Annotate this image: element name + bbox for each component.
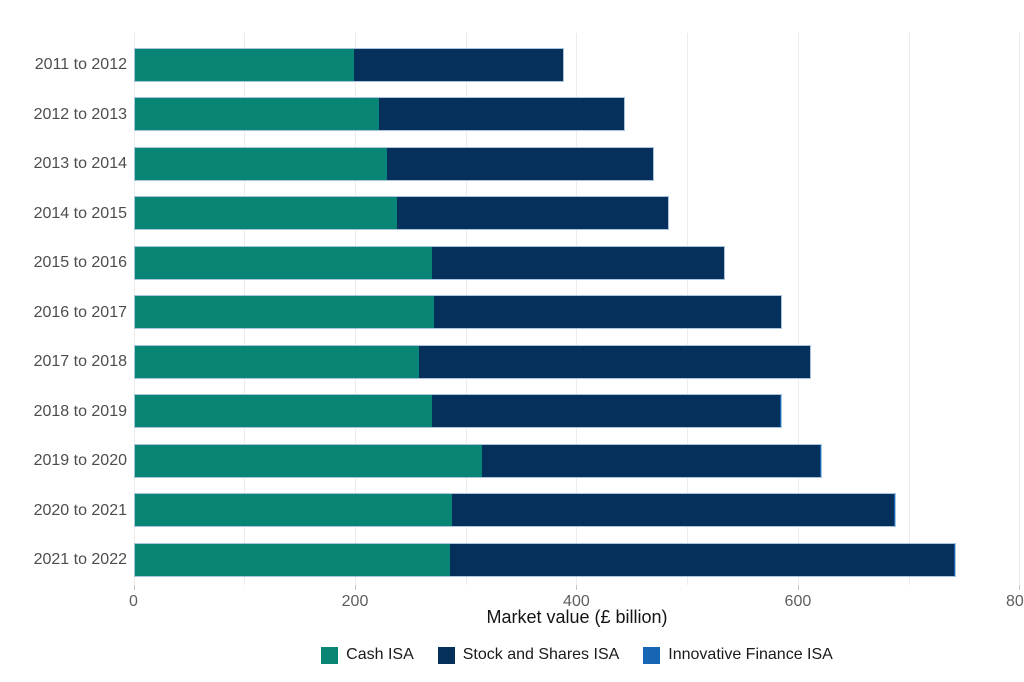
bar-segment-stock-and-shares-isa	[450, 543, 954, 576]
bar-segment-cash-isa	[134, 395, 433, 427]
bar-row-2011-to-2012	[133, 47, 564, 82]
y-axis-category-label: 2014 to 2015	[33, 204, 127, 222]
x-axis-tick-label: 400	[563, 593, 590, 610]
bar-segment-cash-isa	[134, 543, 451, 576]
bar-row-2017-to-2018	[133, 344, 812, 379]
y-axis-category-label: 2017 to 2018	[33, 353, 127, 370]
legend-swatch-icon	[643, 646, 661, 664]
bar-segment-stock-and-shares-isa	[396, 197, 669, 229]
legend-swatch-icon	[437, 646, 455, 664]
bar-segment-stock-and-shares-isa	[432, 246, 724, 279]
bar-segment-cash-isa	[134, 345, 420, 378]
bar-row-2020-to-2021	[133, 493, 897, 527]
y-axis-category-label: 2020 to 2021	[33, 501, 127, 519]
bar-segment-stock-and-shares-isa	[432, 395, 780, 427]
x-axis-tick	[133, 585, 135, 590]
gridline-x-600	[797, 33, 799, 585]
legend-item-cash-isa: Cash ISA	[321, 646, 414, 664]
bar-segment-cash-isa	[134, 98, 380, 130]
bar-segment-cash-isa	[134, 246, 433, 279]
x-axis-title: Market value (£ billion)	[486, 607, 668, 627]
bar-row-2013-to-2014	[133, 146, 654, 181]
bar-segment-cash-isa	[134, 296, 434, 328]
y-axis-category-label: 2018 to 2019	[33, 402, 127, 420]
legend-label: Stock and Shares ISA	[462, 646, 620, 663]
legend-label: Cash ISA	[346, 646, 414, 663]
y-axis-category-label: 2013 to 2014	[33, 155, 127, 172]
x-axis-tick	[355, 585, 356, 590]
gridline-x-700	[908, 33, 910, 585]
bar-row-2014-to-2015	[133, 196, 670, 230]
bar-segment-cash-isa	[134, 494, 453, 526]
x-axis-tick-label: 800	[1005, 593, 1024, 610]
bar-segment-cash-isa	[134, 48, 354, 81]
bar-row-2019-to-2020	[133, 443, 822, 478]
bar-row-2015-to-2016	[133, 245, 725, 280]
legend-swatch-icon	[321, 646, 339, 664]
bar-segment-stock-and-shares-isa	[353, 48, 563, 81]
bar-segment-cash-isa	[134, 444, 483, 477]
bar-segment-cash-isa	[134, 197, 397, 229]
bar-row-2021-to-2022	[133, 542, 957, 577]
gridline-x-800	[1019, 33, 1021, 585]
bar-segment-innovative-finance-isa	[819, 444, 821, 477]
bar-segment-stock-and-shares-isa	[482, 444, 820, 477]
x-axis-tick-label: 0	[129, 593, 138, 610]
bar-segment-stock-and-shares-isa	[379, 98, 624, 130]
bar-segment-innovative-finance-isa	[780, 395, 781, 427]
y-axis-category-label: 2011 to 2012	[34, 56, 127, 73]
legend-item-innovative-finance-isa: Innovative Finance ISA	[643, 646, 833, 664]
bar-row-2016-to-2017	[133, 295, 783, 329]
bar-segment-cash-isa	[134, 147, 387, 180]
x-axis-tick	[576, 585, 578, 590]
bar-segment-stock-and-shares-isa	[433, 296, 782, 328]
y-axis-category-label: 2021 to 2022	[33, 551, 127, 568]
bar-segment-stock-and-shares-isa	[386, 147, 653, 180]
y-axis-category-label: 2015 to 2016	[33, 254, 127, 271]
bar-row-2018-to-2019	[133, 394, 782, 428]
legend-item-stock-and-shares-isa: Stock and Shares ISA	[437, 646, 620, 664]
y-axis-category-label: 2016 to 2017	[33, 303, 127, 321]
y-axis-category-label: 2019 to 2020	[33, 452, 127, 469]
bar-segment-stock-and-shares-isa	[452, 494, 895, 526]
x-axis-tick-label: 200	[341, 593, 369, 610]
legend-label: Innovative Finance ISA	[668, 646, 833, 663]
y-axis-category-label: 2012 to 2013	[33, 105, 127, 123]
bar-segment-innovative-finance-isa	[953, 543, 956, 576]
legend: Cash ISA Stock and Shares ISA Innovative F…	[133, 646, 1021, 664]
x-axis-tick-label: 600	[784, 593, 812, 610]
bar-row-2012-to-2013	[133, 97, 625, 131]
x-axis-tick	[797, 585, 799, 590]
bar-segment-stock-and-shares-isa	[419, 345, 810, 378]
x-axis-tick	[1019, 585, 1021, 590]
bar-segment-innovative-finance-isa	[894, 494, 896, 526]
